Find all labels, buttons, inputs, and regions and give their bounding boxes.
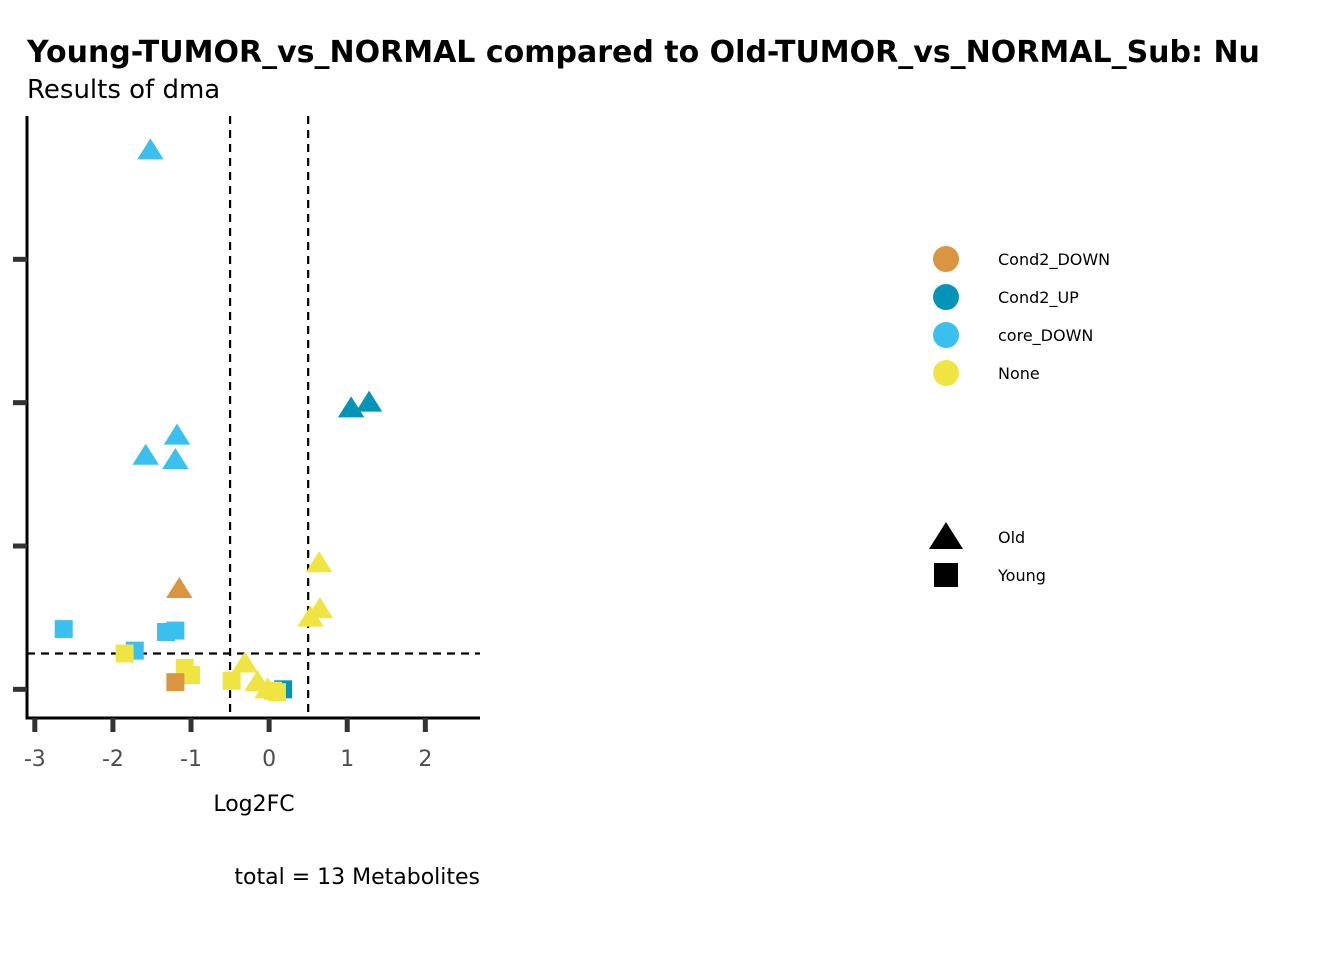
point-old-1 [355,390,383,412]
x-tick-label-3: 0 [262,747,276,772]
chart-subtitle: Results of dma [27,75,220,105]
point-young-15 [166,621,185,640]
legend-label-cond2-down: Cond2_DOWN [998,250,1110,270]
point-old-0 [137,138,164,160]
point-young-17 [115,644,134,663]
x-tick-label-0: -3 [24,747,46,772]
point-young-20 [166,673,185,692]
point-old-5 [162,448,189,469]
legend-label-core-down: core_DOWN [998,326,1093,346]
x-tick-label-4: 1 [340,747,354,772]
point-old-2 [337,396,365,418]
point-old-10 [231,651,259,673]
x-axis-title: Log2FC [213,792,294,817]
x-tick-label-2: -1 [180,747,202,772]
legend-key-old [929,522,963,549]
point-old-6 [166,577,193,598]
legend: Cond2_DOWN Cond2_UP core_DOWN None Old Young [929,246,1110,587]
x-tick-label-1: -2 [102,747,124,772]
point-old-4 [132,443,159,465]
plot-area: -3 -2 -1 0 1 2 [13,116,480,772]
legend-key-young [934,563,958,587]
point-young-19 [182,666,201,684]
legend-label-none: None [998,364,1040,383]
legend-label-young: Young [997,566,1046,585]
legend-key-core-down [933,322,959,348]
x-tick-label-5: 2 [418,747,432,772]
chart-caption: total = 13 Metabolites [234,865,480,890]
legend-key-cond2-up [933,284,959,310]
chart-title: Young-TUMOR_vs_NORMAL compared to Old-TU… [26,35,1260,70]
point-young-13 [54,620,73,639]
legend-label-old: Old [998,528,1025,547]
point-young-24 [267,683,286,702]
point-old-3 [163,423,191,445]
legend-key-none [933,360,959,386]
legend-label-cond2-up: Cond2_UP [998,288,1079,308]
point-young-21 [222,671,241,690]
point-old-9 [297,605,324,627]
point-old-7 [305,551,333,573]
legend-key-cond2-down [933,246,959,272]
